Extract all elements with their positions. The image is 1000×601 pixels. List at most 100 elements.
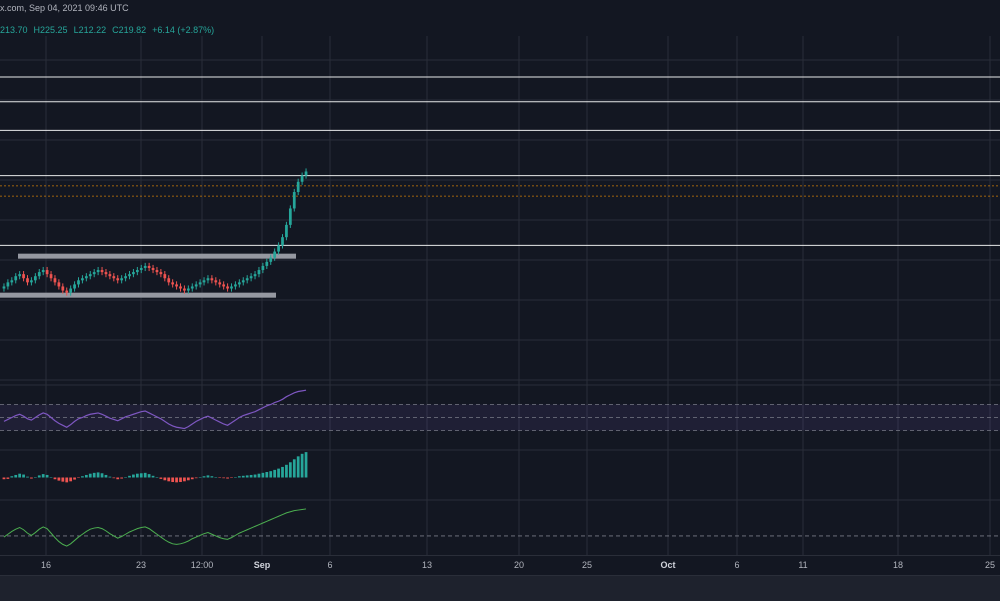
ohlc-open: 213.70	[0, 25, 28, 35]
macd-bar	[206, 475, 210, 478]
candle-body	[14, 276, 18, 281]
x-tick: 6	[327, 560, 333, 570]
candle-body	[77, 280, 80, 285]
macd-bar	[230, 477, 233, 478]
x-tick: 18	[892, 560, 904, 570]
ohlc-low: L212.22	[73, 25, 107, 35]
macd-bar	[73, 477, 76, 480]
x-tick: Sep	[253, 560, 271, 570]
macd-bar	[65, 477, 69, 483]
macd-bar	[179, 477, 182, 482]
time-axis[interactable]: 16 23 12:00 Sep 6 13 20 25 Oct 6 11 18 2…	[0, 555, 1000, 576]
candle-body	[210, 278, 214, 281]
macd-bar	[175, 477, 178, 483]
candle-body	[6, 282, 10, 287]
oscillator-indicator	[0, 508, 1000, 547]
candle-body	[167, 278, 171, 283]
candle-body	[53, 278, 57, 283]
candle-body	[61, 286, 65, 291]
range-box-top	[18, 253, 296, 259]
macd-bar	[53, 477, 57, 480]
macd-bar	[198, 477, 202, 478]
candle-body	[198, 282, 202, 285]
macd-bar	[249, 474, 253, 478]
candle-body	[288, 208, 292, 225]
ohlc-close: C219.82	[112, 25, 147, 35]
candle-body	[30, 280, 33, 283]
x-tick: Oct	[660, 560, 676, 570]
candle-body	[96, 270, 100, 273]
rsi-line	[3, 389, 307, 430]
macd-bar	[167, 477, 171, 482]
x-tick: 6	[734, 560, 740, 570]
macd-bar	[210, 476, 214, 478]
candle-body	[73, 284, 76, 289]
macd-bar	[183, 477, 186, 482]
macd-bar	[132, 474, 135, 478]
macd-bar	[104, 474, 108, 478]
candle-body	[179, 286, 182, 289]
bottom-toolbar	[0, 575, 1000, 601]
macd-bar	[265, 472, 269, 478]
candle-body	[108, 274, 112, 277]
candle-body	[100, 270, 104, 273]
macd-bar	[10, 476, 14, 478]
macd-bar	[253, 474, 257, 478]
macd-bar	[116, 477, 120, 480]
macd-bar	[37, 475, 41, 478]
macd-bar	[2, 477, 6, 480]
candle-body	[230, 286, 233, 289]
macd-bar	[77, 477, 80, 478]
macd-bar	[108, 476, 112, 478]
macd-bar	[186, 477, 190, 481]
candle-body	[226, 286, 229, 289]
candle-body	[151, 267, 155, 271]
macd-bar	[300, 453, 304, 478]
candle-body	[234, 284, 237, 287]
grid	[0, 36, 1000, 555]
macd-bar	[69, 477, 73, 482]
chart-canvas[interactable]	[0, 0, 1000, 555]
candle-body	[26, 278, 29, 283]
candle-body	[143, 265, 147, 268]
candle-body	[237, 282, 241, 285]
horizontal-levels	[0, 76, 1000, 246]
macd-bar	[112, 477, 116, 479]
candle-body	[81, 278, 84, 281]
macd-bar	[269, 471, 273, 478]
candle-body	[190, 286, 194, 289]
candle-body	[84, 276, 88, 279]
macd-bar	[159, 477, 163, 479]
candle-body	[285, 224, 288, 238]
macd-bar	[245, 475, 249, 478]
macd-bar	[100, 473, 104, 478]
candle-body	[69, 288, 73, 293]
macd-bar	[14, 474, 18, 478]
macd-bar	[81, 476, 84, 478]
candle-body	[155, 270, 159, 273]
macd-bar	[222, 477, 226, 479]
macd-bar	[285, 464, 288, 478]
candle-body	[124, 276, 127, 279]
candle-body	[135, 270, 139, 273]
macd-bar	[226, 477, 229, 479]
candle-body	[112, 276, 116, 279]
candle-body	[65, 290, 69, 293]
macd-bar	[257, 473, 261, 478]
macd-bar	[163, 477, 167, 481]
candle-body	[163, 274, 167, 279]
candle-body	[183, 288, 186, 291]
x-tick: 12:00	[190, 560, 214, 570]
macd-bar	[273, 469, 277, 478]
candle-body	[206, 278, 210, 281]
macd-bar	[194, 477, 198, 479]
candle-body	[128, 274, 131, 277]
macd-bar	[292, 459, 296, 478]
candle-body	[132, 272, 135, 275]
macd-bar	[57, 477, 61, 481]
ohlc-change: +6.14 (+2.87%)	[152, 25, 215, 35]
candle-body	[18, 274, 22, 277]
range-box-bottom	[0, 292, 276, 298]
rsi-indicator	[0, 389, 1000, 431]
